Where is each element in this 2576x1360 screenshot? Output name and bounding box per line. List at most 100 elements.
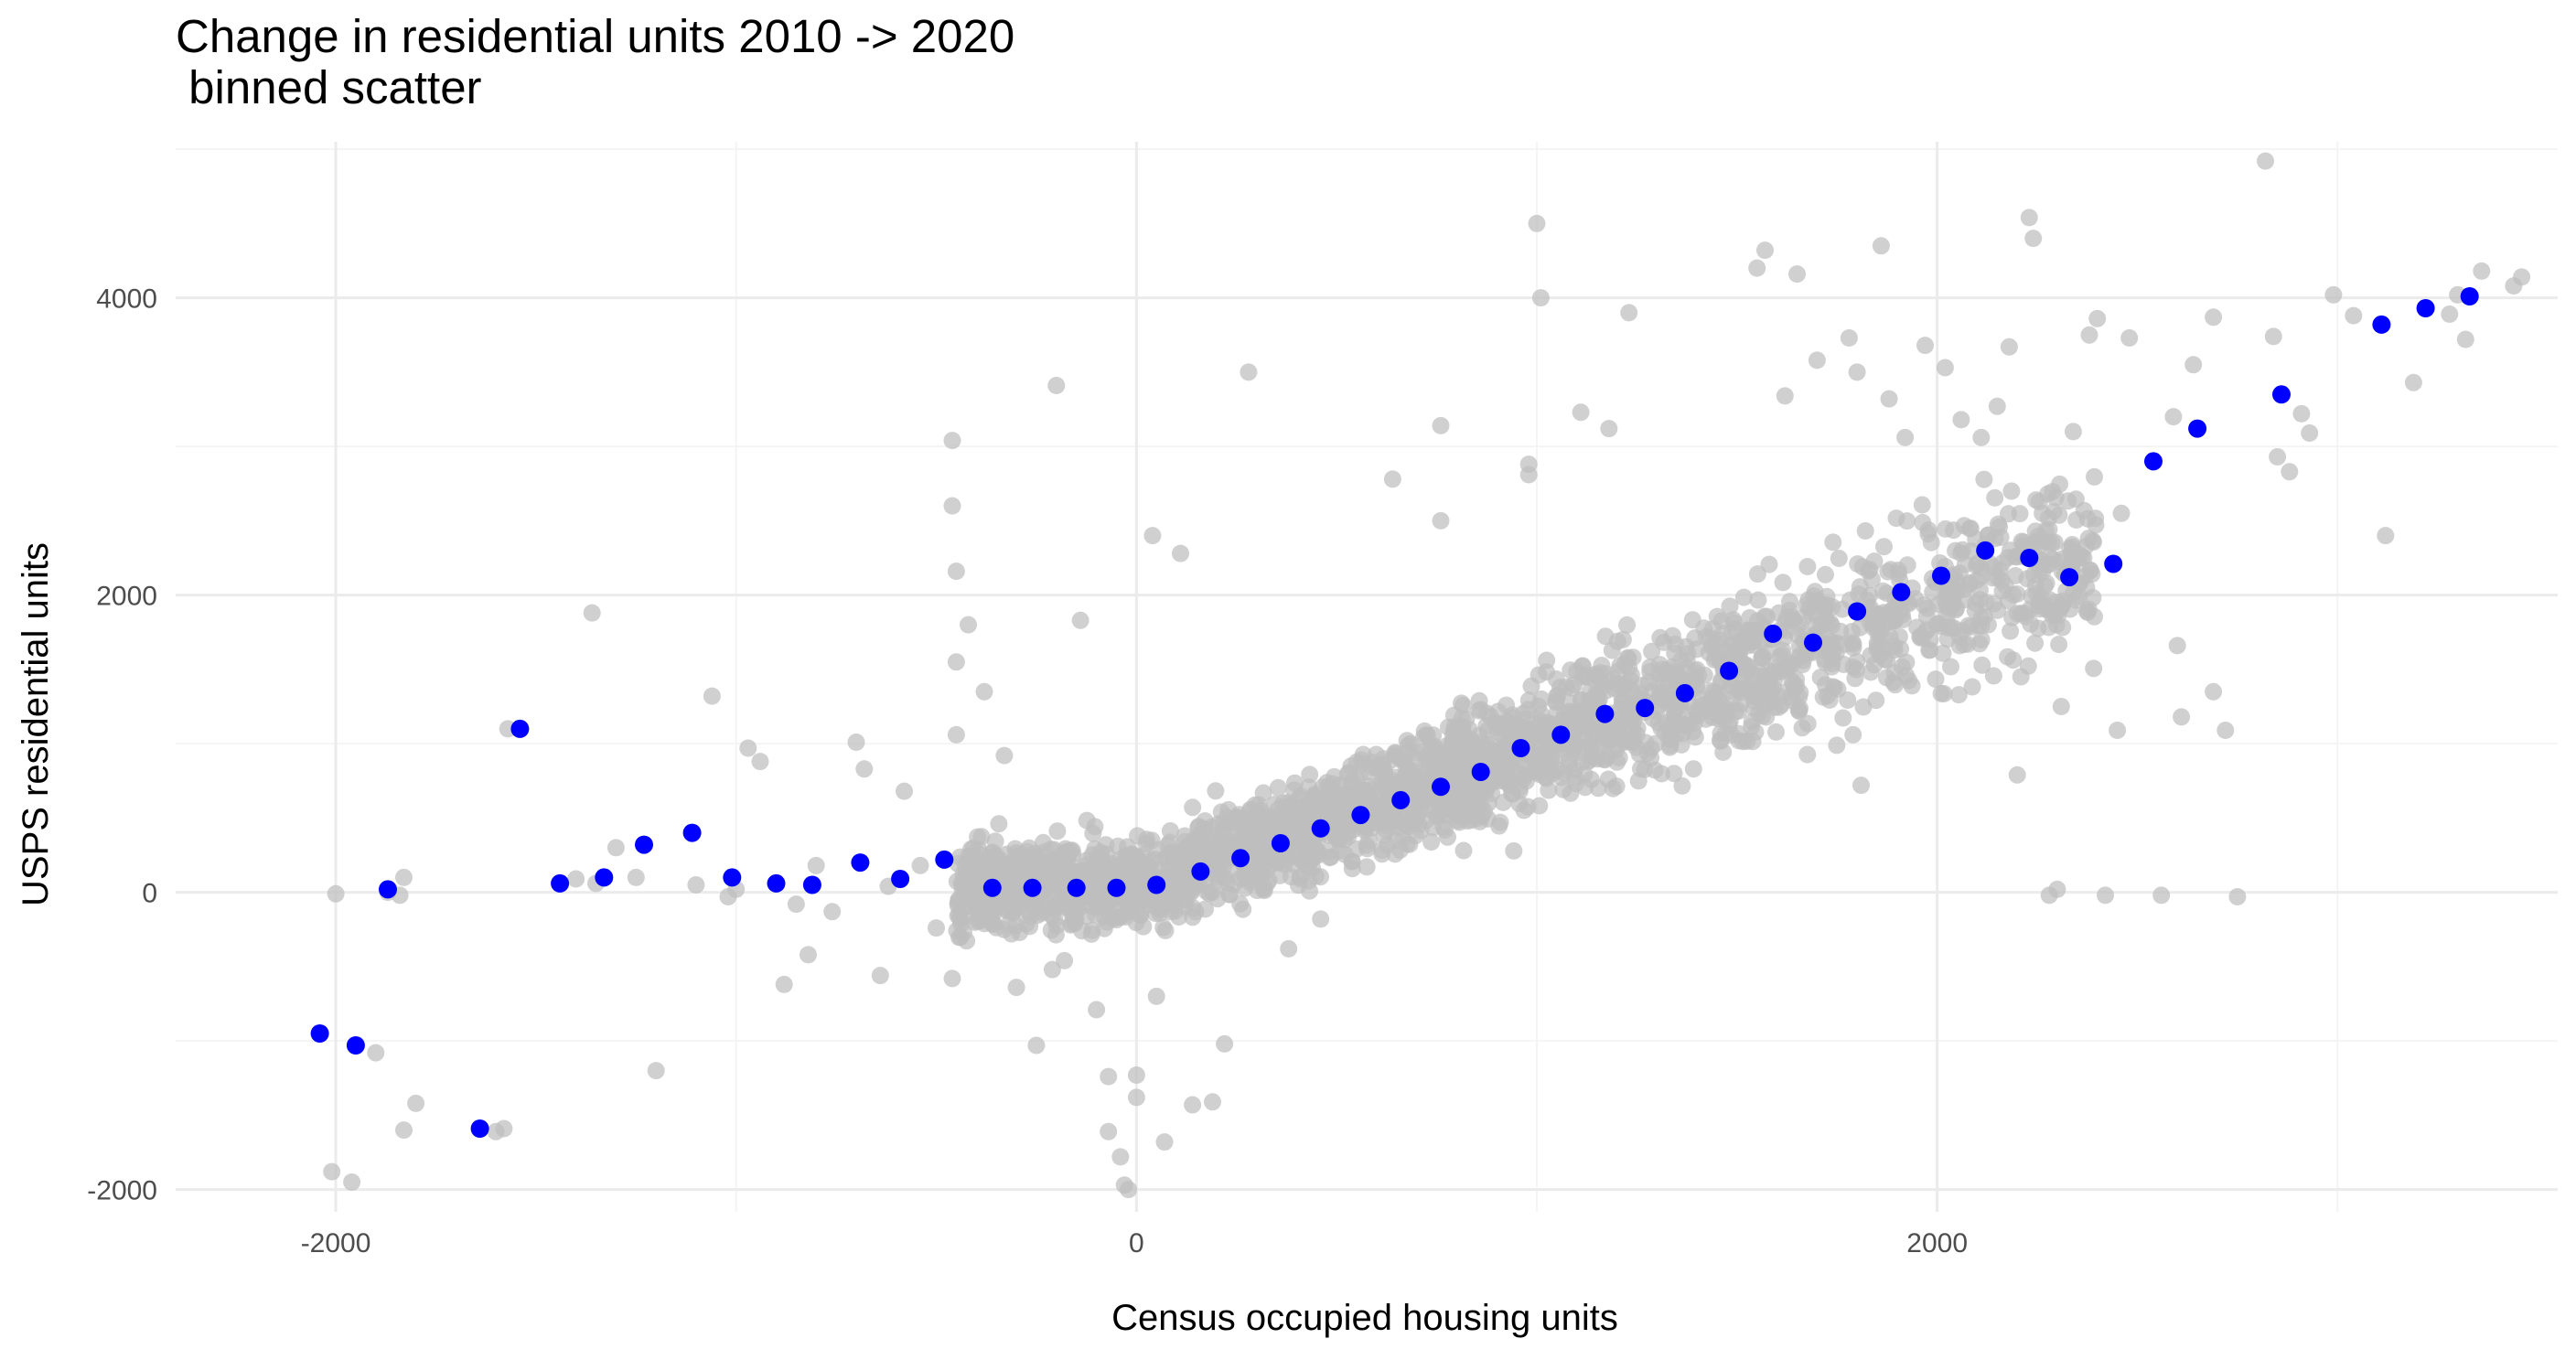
raw-point — [1314, 778, 1332, 797]
raw-point — [1798, 558, 1817, 575]
raw-point — [1519, 691, 1538, 710]
raw-point — [1897, 653, 1916, 671]
raw-point — [1847, 660, 1865, 679]
raw-point — [1345, 785, 1363, 803]
raw-point — [1071, 611, 1089, 629]
raw-point — [395, 1121, 413, 1140]
raw-point — [1127, 1088, 1145, 1107]
raw-point — [969, 912, 987, 930]
raw-point — [1781, 593, 1798, 611]
raw-point — [1620, 304, 1638, 322]
raw-point — [2080, 326, 2098, 344]
raw-point — [2120, 329, 2139, 347]
raw-point — [1875, 650, 1894, 669]
raw-point — [1844, 725, 1862, 744]
raw-point — [1379, 836, 1397, 854]
raw-point — [2324, 285, 2343, 304]
raw-point — [1973, 656, 1991, 674]
raw-point — [1572, 753, 1591, 771]
raw-point — [1953, 622, 1971, 640]
binned-point — [1231, 849, 1250, 868]
raw-point — [1791, 699, 1809, 717]
raw-point — [1447, 790, 1465, 809]
raw-point — [1206, 856, 1224, 874]
raw-point — [343, 1173, 361, 1191]
raw-point — [1760, 555, 1778, 573]
raw-point — [1216, 1034, 1234, 1053]
raw-point — [1560, 752, 1578, 770]
raw-point — [1851, 578, 1869, 596]
binned-point — [1351, 806, 1370, 825]
raw-point — [995, 746, 1014, 765]
binned-point — [1636, 699, 1655, 718]
raw-point — [1590, 736, 1608, 755]
y-tick-label: 0 — [142, 879, 157, 909]
raw-point — [1129, 878, 1147, 896]
raw-point — [1733, 733, 1752, 751]
raw-point — [1643, 642, 1661, 660]
raw-point — [2070, 587, 2088, 605]
raw-point — [1358, 858, 1376, 876]
raw-point — [951, 910, 970, 928]
raw-point — [1730, 680, 1748, 699]
raw-point — [1415, 722, 1433, 740]
grid — [176, 142, 2558, 1212]
raw-point — [1966, 602, 1984, 619]
raw-point — [1660, 730, 1679, 748]
raw-point — [2473, 262, 2491, 280]
raw-point — [1913, 496, 1931, 514]
y-axis-label: USPS residential units — [16, 542, 56, 906]
raw-point — [2404, 373, 2422, 391]
binned-point — [1976, 541, 1995, 560]
raw-point — [1012, 845, 1030, 863]
raw-point — [1572, 403, 1590, 422]
raw-point — [947, 562, 965, 581]
raw-point — [2087, 516, 2105, 534]
raw-point — [1343, 860, 1361, 878]
raw-point — [2073, 548, 2091, 566]
raw-point — [1721, 597, 1739, 616]
binned-point — [1595, 704, 1615, 723]
raw-point — [1312, 868, 1329, 886]
raw-point — [1111, 1148, 1130, 1166]
raw-point — [395, 868, 413, 886]
raw-point — [1100, 1067, 1118, 1086]
raw-point — [1290, 798, 1308, 817]
raw-point — [1383, 470, 1401, 488]
raw-point — [1454, 841, 1473, 860]
raw-point — [1903, 677, 1921, 695]
raw-point — [1624, 734, 1642, 752]
raw-point — [1143, 527, 1162, 545]
raw-point — [2084, 589, 2102, 606]
raw-point — [1986, 488, 2004, 507]
raw-point — [1756, 241, 1774, 260]
raw-point — [1820, 691, 1839, 709]
raw-point — [407, 1094, 425, 1112]
raw-point — [1985, 558, 2003, 576]
raw-point — [1289, 876, 1307, 894]
raw-point — [1937, 606, 1956, 625]
raw-point — [1607, 777, 1626, 796]
raw-point — [1459, 799, 1477, 818]
raw-point — [1486, 743, 1504, 761]
raw-point — [1669, 714, 1687, 733]
raw-point — [1401, 762, 1419, 780]
raw-point — [1162, 845, 1179, 863]
raw-point — [962, 847, 980, 865]
raw-point — [1808, 351, 1826, 369]
raw-point — [2011, 505, 2029, 523]
raw-point — [896, 782, 913, 800]
raw-point — [1531, 289, 1550, 307]
raw-point — [1697, 710, 1715, 728]
raw-point — [1844, 638, 1862, 657]
raw-point — [1043, 960, 1061, 979]
binned-point — [1551, 725, 1571, 744]
raw-point — [1147, 987, 1165, 1005]
binned-point — [723, 868, 742, 887]
raw-point — [1298, 831, 1316, 850]
raw-point — [1420, 759, 1438, 777]
raw-point — [2109, 722, 2127, 739]
raw-point — [1985, 594, 2003, 613]
raw-point — [2269, 448, 2287, 466]
raw-point — [1127, 1066, 1145, 1084]
